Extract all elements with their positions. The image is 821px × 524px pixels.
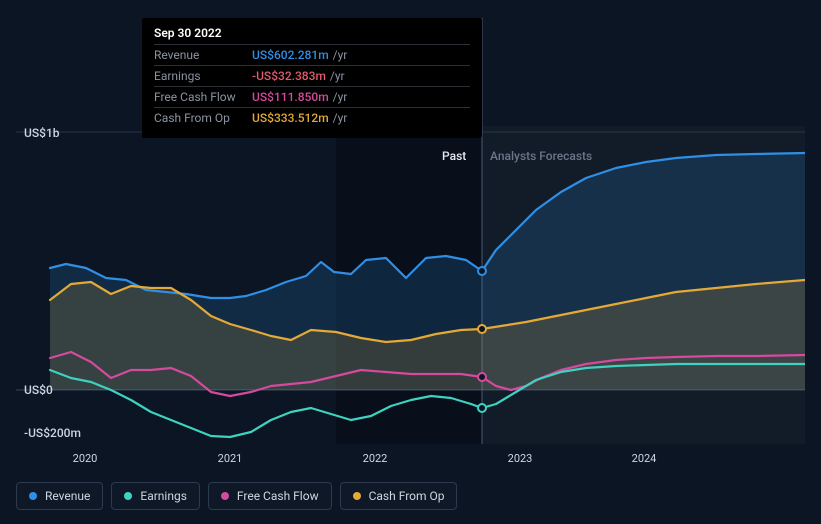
tooltip-label: Earnings [154,69,252,83]
x-axis-label: 2022 [363,452,388,465]
x-axis-label: 2021 [218,452,243,465]
tooltip-row-free_cash_flow: Free Cash FlowUS$111.850m/yr [154,86,470,107]
legend-item-revenue[interactable]: Revenue [16,482,103,510]
section-forecast-label: Analysts Forecasts [490,149,592,163]
legend-label: Cash From Op [369,489,445,503]
legend-label: Earnings [140,489,187,503]
tooltip-row-earnings: Earnings-US$32.383m/yr [154,65,470,86]
legend-dot-icon [124,492,132,500]
legend-label: Free Cash Flow [237,489,319,503]
series-marker-earnings [478,404,486,412]
series-marker-free_cash_flow [478,373,486,381]
tooltip-value: -US$32.383m [252,69,326,83]
legend-item-free_cash_flow[interactable]: Free Cash Flow [208,482,332,510]
y-axis-label: US$1b [24,126,60,140]
section-past-label: Past [442,149,466,163]
x-axis-label: 2024 [632,452,657,465]
tooltip-unit: /yr [333,48,348,62]
series-marker-cash_from_op [478,325,486,333]
series-marker-revenue [478,267,486,275]
legend-item-cash_from_op[interactable]: Cash From Op [340,482,458,510]
legend-item-earnings[interactable]: Earnings [111,482,200,510]
financials-chart: US$1b US$0 -US$200m 2020 2021 2022 2023 2024 P… [16,0,805,524]
y-axis-label: US$0 [24,383,53,397]
legend-label: Revenue [45,489,90,503]
tooltip-value: US$111.850m [252,90,329,104]
chart-tooltip: Sep 30 2022 RevenueUS$602.281m/yrEarning… [142,18,482,138]
tooltip-row-cash_from_op: Cash From OpUS$333.512m/yr [154,107,470,128]
legend-dot-icon [353,492,361,500]
x-axis-label: 2020 [73,452,98,465]
tooltip-label: Cash From Op [154,111,252,125]
chart-legend: Revenue Earnings Free Cash Flow Cash From O… [16,482,457,510]
tooltip-date: Sep 30 2022 [154,26,470,40]
tooltip-unit: /yr [330,69,345,83]
legend-dot-icon [29,492,37,500]
tooltip-unit: /yr [333,111,348,125]
y-axis-label: -US$200m [24,426,81,440]
tooltip-label: Free Cash Flow [154,90,252,104]
legend-dot-icon [221,492,229,500]
tooltip-value: US$602.281m [252,48,329,62]
tooltip-row-revenue: RevenueUS$602.281m/yr [154,44,470,65]
tooltip-unit: /yr [333,90,348,104]
x-axis-label: 2023 [508,452,533,465]
tooltip-value: US$333.512m [252,111,329,125]
tooltip-label: Revenue [154,48,252,62]
